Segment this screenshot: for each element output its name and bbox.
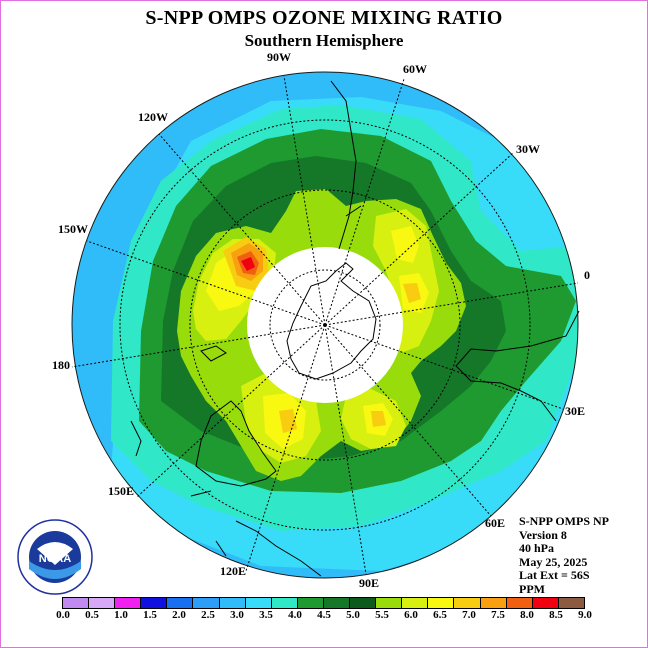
colorbar-swatch-15 (453, 597, 481, 609)
lon-label-30w: 30W (516, 142, 540, 156)
lon-label-90e: 90E (359, 576, 379, 590)
band-6p5-b (391, 226, 419, 263)
colorbar-swatch-3 (140, 597, 168, 609)
australia-coast (195, 400, 277, 487)
colorbar-swatch-9 (296, 597, 324, 609)
coastlines (130, 80, 580, 577)
band-7p0-d (371, 411, 386, 427)
lon-label-150e: 150E (108, 484, 134, 498)
colorbar-swatch-14 (427, 597, 455, 609)
colorbar-swatch-7 (244, 597, 272, 609)
colorbar-tick-label: 5.5 (375, 609, 389, 621)
lon-label-150w: 150W (58, 222, 88, 236)
lon-label-120e: 120E (220, 564, 246, 578)
south-america-coast (330, 80, 362, 250)
antarctica-coast (286, 262, 377, 380)
colorbar-tick-label: 9.0 (578, 609, 592, 621)
colorbar-tick-label: 0.0 (56, 609, 70, 621)
colorbar-swatch-11 (349, 597, 377, 609)
metadata-block: S-NPP OMPS NP Version 8 40 hPa May 25, 2… (519, 514, 609, 596)
map-title: S-NPP OMPS OZONE MIXING RATIO (145, 7, 503, 29)
logo-wordmark: NOAA (39, 553, 71, 565)
colorbar-tick-label: 8.5 (549, 609, 563, 621)
map-boundary (71, 71, 579, 579)
colorbar-tick-label: 6.0 (404, 609, 418, 621)
colorbar-tick-label: 2.0 (172, 609, 186, 621)
info-line-lat-extent: Lat Ext = 56S (519, 568, 590, 582)
info-line-version: Version 8 (519, 527, 567, 542)
lon-label-30e: 30E (565, 404, 585, 418)
band-8p5 (241, 257, 255, 271)
noaa-logo: NOAA (17, 519, 93, 595)
colorbar-tick-label: 0.5 (85, 609, 99, 621)
colorbar-tick-label: 5.0 (346, 609, 360, 621)
colorbar-swatch-19 (557, 597, 585, 609)
colorbar-swatch-6 (218, 597, 246, 609)
indonesia-coast (190, 490, 322, 577)
map-subtitle: Southern Hemisphere (244, 31, 404, 50)
colorbar-tick-label: 6.5 (433, 609, 447, 621)
colorbar-swatch-16 (479, 597, 507, 609)
colorbar-swatch-12 (375, 597, 403, 609)
colorbar-tick-label: 1.0 (114, 609, 128, 621)
colorbar-tick-label: 7.5 (491, 609, 505, 621)
lon-label-0: 0 (584, 268, 590, 282)
colorbar-tick-label: 1.5 (143, 609, 157, 621)
colorbar-swatch-13 (401, 597, 429, 609)
colorbar-tick-label: 3.0 (230, 609, 244, 621)
info-line-instrument: S-NPP OMPS NP (519, 514, 609, 528)
colorbar (62, 597, 585, 609)
longitude-labels: 90W 60W 30W 0 30E 60E 90E 120E 150E 180 150W 120W (52, 50, 590, 590)
info-line-units: PPM (519, 581, 545, 596)
band-7p0-b (403, 283, 421, 303)
graticule (71, 75, 579, 575)
colorbar-swatch-17 (505, 597, 533, 609)
colorbar-swatch-0 (62, 597, 90, 609)
lon-label-180: 180 (52, 358, 70, 372)
lon-label-120w: 120W (138, 110, 168, 124)
colorbar-swatch-10 (322, 597, 351, 609)
colorbar-swatch-5 (192, 597, 220, 609)
colorbar-swatch-8 (270, 597, 298, 609)
africa-coast (455, 310, 580, 422)
band-7p0-c (279, 409, 297, 433)
info-line-date: May 25, 2025 (519, 554, 588, 569)
colorbar-swatch-4 (166, 597, 194, 609)
lon-label-60w: 60W (403, 62, 427, 76)
colorbar-tick-label: 3.5 (259, 609, 273, 621)
colorbar-tick-label: 7.0 (462, 609, 476, 621)
colorbar-swatch-1 (88, 597, 116, 609)
colorbar-tick-label: 8.0 (520, 609, 534, 621)
colorbar-tick-label: 4.5 (317, 609, 331, 621)
colorbar-tick-label: 4.0 (288, 609, 302, 621)
new-zealand-coast (130, 345, 227, 457)
lon-label-60e: 60E (485, 516, 505, 530)
lon-label-90w: 90W (267, 50, 291, 64)
colorbar-ticks: 0.0 0.5 1.0 1.5 2.0 2.5 3.0 3.5 4.0 4.5 5.0 5.5 6.0 6… (1, 609, 647, 625)
colorbar-tick-label: 2.5 (201, 609, 215, 621)
colorbar-swatch-2 (114, 597, 142, 609)
colorbar-swatch-18 (531, 597, 559, 609)
info-line-pressure: 40 hPa (519, 541, 555, 555)
